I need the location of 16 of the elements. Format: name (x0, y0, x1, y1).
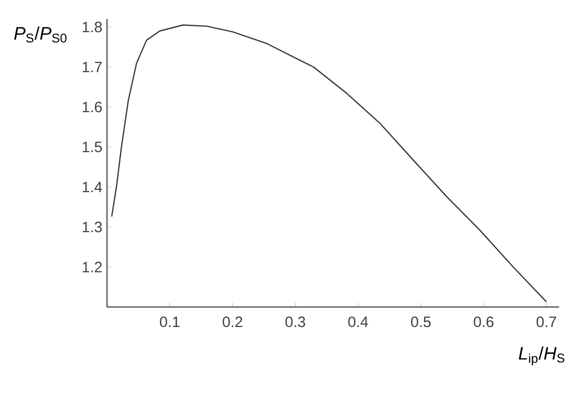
y-tick-label: 1.4 (82, 182, 102, 192)
y-tick-label: 1.8 (82, 22, 102, 32)
y-tick-label: 1.3 (82, 222, 102, 232)
x-tick-label: 0.5 (411, 316, 431, 328)
x-axis-title: L$_{ip}$/H$_{S}$ (518, 346, 564, 366)
y-tick-label: 1.6 (82, 102, 102, 112)
y-tick-label: 1.2 (82, 262, 102, 272)
x-tick-label: 0.7 (536, 316, 556, 328)
x-tick-label: 0.6 (474, 316, 494, 328)
x-tick-label: 0.1 (160, 316, 180, 328)
x-tick-label: 0.2 (222, 316, 242, 328)
y-tick-label: 1.7 (82, 62, 102, 72)
x-tick-label: 0.4 (348, 316, 368, 328)
y-tick-label: 1.5 (82, 142, 102, 152)
x-tick-label: 0.3 (285, 316, 306, 328)
y-axis-title: P$_{S}$/P$_{S0}$ (14, 26, 66, 43)
